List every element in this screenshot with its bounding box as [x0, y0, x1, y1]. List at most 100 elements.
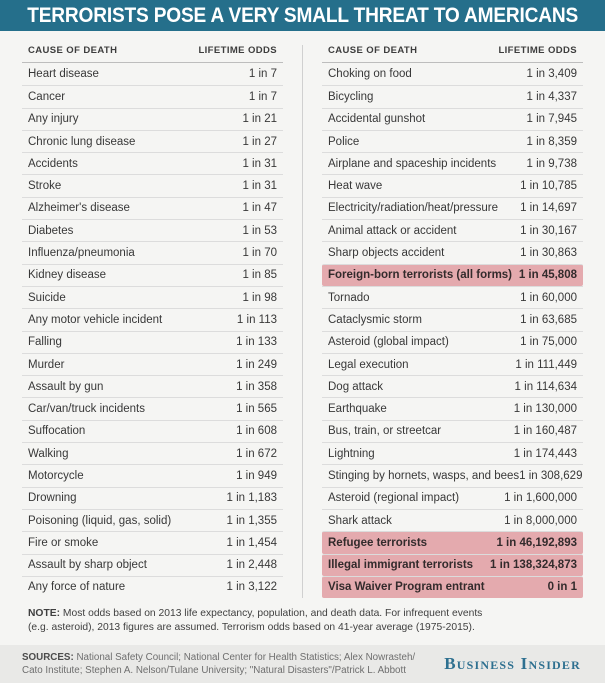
cause-cell: Sharp objects accident — [328, 247, 445, 260]
cause-cell: Heart disease — [28, 68, 99, 81]
cause-cell: Airplane and spaceship incidents — [328, 157, 497, 170]
left-table-body: Heart disease 1 in 7 Cancer 1 in 7 Any injur… — [22, 63, 283, 598]
table-row: Choking on food 1 in 3,409 — [322, 63, 583, 85]
odds-cell: 1 in 111,449 — [515, 358, 577, 371]
table-row: Stinging by hornets, wasps, and bees 1 in… — [322, 464, 583, 486]
cause-cell: Car/van/truck incidents — [28, 403, 145, 416]
left-table-header: CAUSE OF DEATH LIFETIME ODDS — [22, 45, 283, 63]
odds-cell: 1 in 85 — [242, 269, 277, 282]
cause-cell: Earthquake — [328, 403, 387, 416]
business-insider-logo: Business Insider — [444, 654, 581, 673]
table-row: Cataclysmic storm 1 in 63,685 — [322, 308, 583, 330]
cause-cell: Fire or smoke — [28, 536, 99, 549]
cause-cell: Choking on food — [328, 68, 412, 81]
cause-cell: Bus, train, or streetcar — [328, 425, 442, 438]
odds-cell: 1 in 53 — [242, 224, 277, 237]
odds-cell: 1 in 3,122 — [226, 581, 277, 594]
cause-cell: Assault by sharp object — [28, 559, 147, 572]
note: NOTE: Most odds based on 2013 life expec… — [28, 607, 583, 634]
table-row: Assault by gun 1 in 358 — [22, 375, 283, 397]
table-row: Dog attack 1 in 114,634 — [322, 375, 583, 397]
cause-cell: Stroke — [28, 180, 62, 193]
table-row: Any force of nature 1 in 3,122 — [22, 575, 283, 598]
table-row: Asteroid (global impact) 1 in 75,000 — [322, 330, 583, 353]
table-row: Car/van/truck incidents 1 in 565 — [22, 397, 283, 419]
odds-cell: 1 in 1,355 — [226, 514, 277, 527]
odds-cell: 1 in 565 — [236, 403, 277, 416]
table-row: Suicide 1 in 98 — [22, 285, 283, 308]
odds-cell: 1 in 174,443 — [513, 447, 577, 460]
cause-cell: Accidental gunshot — [328, 113, 426, 126]
table-row-highlighted: Illegal immigrant terrorists 1 in 138,324… — [322, 553, 583, 576]
table-row-highlighted: Refugee terrorists 1 in 46,192,893 — [322, 531, 583, 554]
odds-cell: 1 in 45,808 — [518, 269, 577, 282]
odds-cell: 1 in 30,863 — [520, 247, 577, 260]
note-line2: (e.g. asteroid), 2013 figures are assume… — [28, 621, 475, 633]
odds-cell: 1 in 2,448 — [226, 559, 277, 572]
odds-cell: 1 in 30,167 — [520, 224, 577, 237]
right-table: CAUSE OF DEATH LIFETIME ODDS Choking on … — [322, 45, 583, 599]
odds-cell: 1 in 46,192,893 — [496, 536, 577, 549]
odds-cell: 1 in 672 — [236, 447, 277, 460]
cause-cell: Assault by gun — [28, 380, 104, 393]
cause-cell: Heat wave — [328, 180, 383, 193]
table-row: Any motor vehicle incident 1 in 113 — [22, 308, 283, 330]
table-row: Falling 1 in 133 — [22, 330, 283, 353]
cause-cell: Walking — [28, 447, 69, 460]
table-row: Chronic lung disease 1 in 27 — [22, 129, 283, 152]
odds-cell: 1 in 608 — [236, 425, 277, 438]
cause-cell: Murder — [28, 358, 65, 371]
cause-cell: Animal attack or accident — [328, 224, 457, 237]
cause-cell: Electricity/radiation/heat/pressure — [328, 202, 499, 215]
odds-cell: 1 in 75,000 — [520, 336, 577, 349]
odds-cell: 1 in 7 — [248, 68, 277, 81]
odds-cell: 1 in 3,409 — [526, 68, 577, 81]
odds-cell: 1 in 7 — [248, 90, 277, 103]
table-row: Alzheimer's disease 1 in 47 — [22, 196, 283, 219]
table-row: Cancer 1 in 7 — [22, 85, 283, 107]
odds-cell: 1 in 60,000 — [520, 291, 577, 304]
cause-cell: Accidents — [28, 157, 78, 170]
table-row: Murder 1 in 249 — [22, 352, 283, 375]
odds-cell: 1 in 21 — [242, 113, 277, 126]
cause-cell: Any motor vehicle incident — [28, 313, 163, 326]
cause-cell: Influenza/pneumonia — [28, 247, 135, 260]
odds-cell: 1 in 1,454 — [226, 536, 277, 549]
odds-cell: 1 in 133 — [236, 336, 277, 349]
table-row: Shark attack 1 in 8,000,000 — [322, 508, 583, 531]
cause-cell: Kidney disease — [28, 269, 106, 282]
odds-cell: 1 in 8,000,000 — [504, 514, 577, 527]
odds-cell: 1 in 308,629 — [519, 469, 583, 482]
table-row: Earthquake 1 in 130,000 — [322, 397, 583, 419]
cause-cell: Tornado — [328, 291, 370, 304]
cause-cell: Police — [328, 135, 360, 148]
cause-cell: Any injury — [28, 113, 79, 126]
sources-line2: Cato Institute; Stephen A. Nelson/Tulane… — [22, 665, 406, 676]
odds-cell: 1 in 31 — [242, 180, 277, 193]
table-row: Legal execution 1 in 111,449 — [322, 352, 583, 375]
odds-cell: 1 in 10,785 — [520, 180, 577, 193]
left-table: CAUSE OF DEATH LIFETIME ODDS Heart disea… — [22, 45, 283, 598]
table-row: Any injury 1 in 21 — [22, 107, 283, 130]
table-row: Tornado 1 in 60,000 — [322, 285, 583, 308]
table-row: Heart disease 1 in 7 — [22, 63, 283, 85]
table-row: Bicycling 1 in 4,337 — [322, 85, 583, 107]
cause-cell: Any force of nature — [28, 581, 126, 594]
cause-cell: Cancer — [28, 90, 66, 103]
cause-cell: Bicycling — [328, 90, 374, 103]
table-row: Poisoning (liquid, gas, solid) 1 in 1,355 — [22, 508, 283, 531]
cause-cell: Chronic lung disease — [28, 135, 136, 148]
odds-cell: 1 in 9,738 — [526, 157, 577, 170]
cause-of-death-header: CAUSE OF DEATH — [28, 45, 118, 56]
table-row: Fire or smoke 1 in 1,454 — [22, 531, 283, 553]
cause-cell: Suicide — [28, 291, 66, 304]
odds-cell: 0 in 1 — [547, 581, 577, 594]
sources-bar: SOURCES: National Safety Council; Nation… — [0, 645, 605, 683]
odds-cell: 1 in 8,359 — [526, 135, 577, 148]
lifetime-odds-header: LIFETIME ODDS — [198, 45, 277, 56]
cause-of-death-header: CAUSE OF DEATH — [328, 45, 418, 56]
cause-cell: Cataclysmic storm — [328, 313, 422, 326]
odds-tables: CAUSE OF DEATH LIFETIME ODDS Heart disea… — [0, 31, 605, 599]
table-row: Kidney disease 1 in 85 — [22, 263, 283, 286]
page-title: TERRORISTS POSE A VERY SMALL THREAT TO A… — [27, 3, 578, 27]
